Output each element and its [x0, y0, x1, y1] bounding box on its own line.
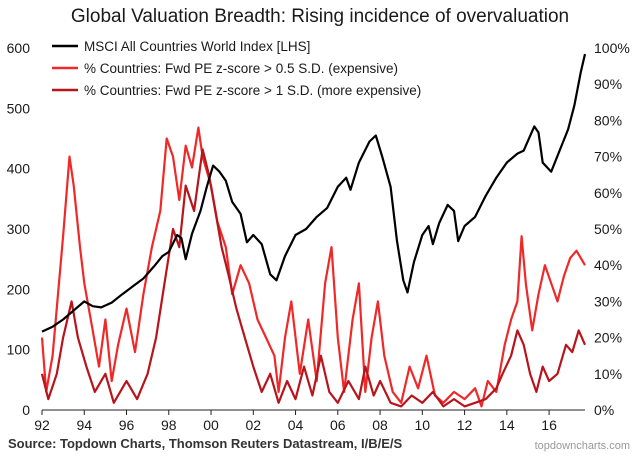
x-tick-label: 16	[541, 417, 557, 433]
legend-label: MSCI All Countries World Index [LHS]	[84, 39, 310, 54]
left-tick-label: 300	[7, 221, 31, 237]
watermark: topdowncharts.com	[535, 440, 630, 452]
x-tick-label: 14	[499, 417, 515, 433]
chart-title: Global Valuation Breadth: Rising inciden…	[71, 6, 569, 27]
x-axis: 92 94 96 98 00 02 04 06 08 10 12 14 16	[34, 410, 557, 433]
x-tick-label: 96	[119, 417, 135, 433]
right-tick-label: 40%	[594, 257, 622, 273]
series-line-pe-above-1sd	[40, 148, 587, 408]
left-tick-label: 600	[7, 40, 31, 56]
right-tick-label: 90%	[594, 76, 622, 92]
series-layer	[40, 53, 587, 408]
right-tick-label: 20%	[594, 330, 622, 346]
right-tick-label: 30%	[594, 293, 622, 309]
left-tick-label: 500	[7, 100, 31, 116]
x-tick-label: 08	[372, 417, 388, 433]
source-note: Source: Topdown Charts, Thomson Reuters …	[8, 436, 402, 451]
left-tick-label: 200	[7, 281, 31, 297]
x-tick-label: 94	[76, 417, 92, 433]
x-tick-label: 02	[245, 417, 261, 433]
legend-label: % Countries: Fwd PE z-score > 0.5 S.D. (…	[84, 61, 398, 76]
series-line-pe-above-0-5sd	[40, 126, 586, 408]
legend: MSCI All Countries World Index [LHS] % Co…	[52, 39, 421, 98]
x-tick-label: 00	[203, 417, 219, 433]
x-tick-label: 98	[161, 417, 177, 433]
left-tick-label: 0	[22, 402, 30, 418]
right-tick-label: 50%	[594, 221, 622, 237]
x-tick-label: 06	[330, 417, 346, 433]
x-tick-label: 04	[288, 417, 304, 433]
x-tick-label: 12	[457, 417, 473, 433]
x-tick-label: 92	[34, 417, 50, 433]
right-tick-label: 100%	[594, 40, 630, 56]
left-tick-label: 400	[7, 161, 31, 177]
right-tick-label: 70%	[594, 149, 622, 165]
right-tick-label: 10%	[594, 366, 622, 382]
right-axis: 0% 10% 20% 30% 40% 50% 60% 70% 80% 90% 100%	[594, 40, 630, 418]
left-axis: 0 100 200 300 400 500 600	[7, 40, 31, 418]
legend-label: % Countries: Fwd PE z-score > 1 S.D. (mo…	[84, 83, 421, 98]
right-tick-label: 60%	[594, 185, 622, 201]
right-tick-label: 0%	[594, 402, 614, 418]
x-tick-label: 10	[415, 417, 431, 433]
series-line-msci-index	[41, 53, 587, 333]
right-tick-label: 80%	[594, 112, 622, 128]
left-tick-label: 100	[7, 342, 31, 358]
